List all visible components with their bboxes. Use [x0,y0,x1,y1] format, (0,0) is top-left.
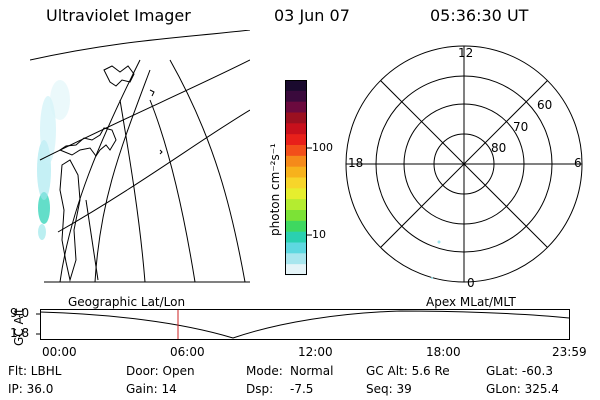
color-scale-step [285,220,307,233]
gc-alt-readout: GC Alt: 5.6 Re [366,364,450,378]
color-scale-step [285,145,307,157]
dsp-label: Dsp: [246,382,274,396]
lat-label-70: 70 [513,120,529,134]
instrument-title: Ultraviolet Imager [46,6,191,25]
color-scale-step [285,210,307,222]
altitude-curve [39,310,570,339]
color-tick-100: 100 [312,141,333,154]
filter-readout: Flt: LBHL [8,364,62,378]
color-scale-step [285,112,307,124]
observation-time: 05:36:30 UT [430,6,529,25]
color-scale-bar [285,80,312,276]
color-scale-step [285,231,307,243]
coastline [59,159,81,282]
timeline-x-tick-0600: 06:00 [170,345,205,359]
glat-readout: GLat: -60.3 [486,364,553,378]
geographic-map-label: Geographic Lat/Lon [68,295,186,309]
timeline-y-tick-high: 9.0 [10,306,30,320]
mode-value: Normal [290,364,334,378]
color-tick-10: 10 [312,228,326,241]
color-scale-step [285,90,307,103]
mlt-label-12: 12 [458,46,474,60]
timeline-y-tick-low: 1.8 [10,326,30,340]
lat-label-60: 60 [537,98,553,112]
glon-readout: GLon: 325.4 [486,382,559,396]
mlt-label-18: 18 [348,156,364,170]
aurora-emission [37,80,70,240]
color-scale-step [285,264,307,276]
color-scale-step [285,134,307,146]
color-scale-step [285,155,307,168]
polar-map-label: Apex MLat/MLT [426,295,516,309]
coastline [58,127,117,157]
observation-date: 03 Jun 07 [274,6,350,25]
color-scale-step [285,123,307,135]
seq-readout: Seq: 39 [366,382,412,396]
color-scale-step [285,101,307,113]
color-scale-step [285,242,307,254]
gain-readout: Gain: 14 [126,382,177,396]
color-scale-step [285,166,307,178]
mlt-label-6: 6 [574,156,582,170]
timeline-x-tick-1800: 18:00 [426,345,461,359]
door-readout: Door: Open [126,364,195,378]
timeline-x-tick-0000: 00:00 [42,345,77,359]
color-scale-step [285,253,307,265]
mlt-label-0: 0 [467,276,475,290]
color-scale-step [285,177,307,189]
color-scale-step [285,199,307,211]
mode-label: Mode: [246,364,283,378]
lat-label-80: 80 [491,141,507,155]
dsp-value: -7.5 [290,382,314,396]
timeline-x-tick-1200: 12:00 [298,345,333,359]
color-scale-step [285,80,307,92]
timeline-x-tick-2359: 23:59 [552,345,587,359]
coastline [103,65,135,87]
ip-readout: IP: 36.0 [8,382,54,396]
color-scale-step [285,188,307,200]
